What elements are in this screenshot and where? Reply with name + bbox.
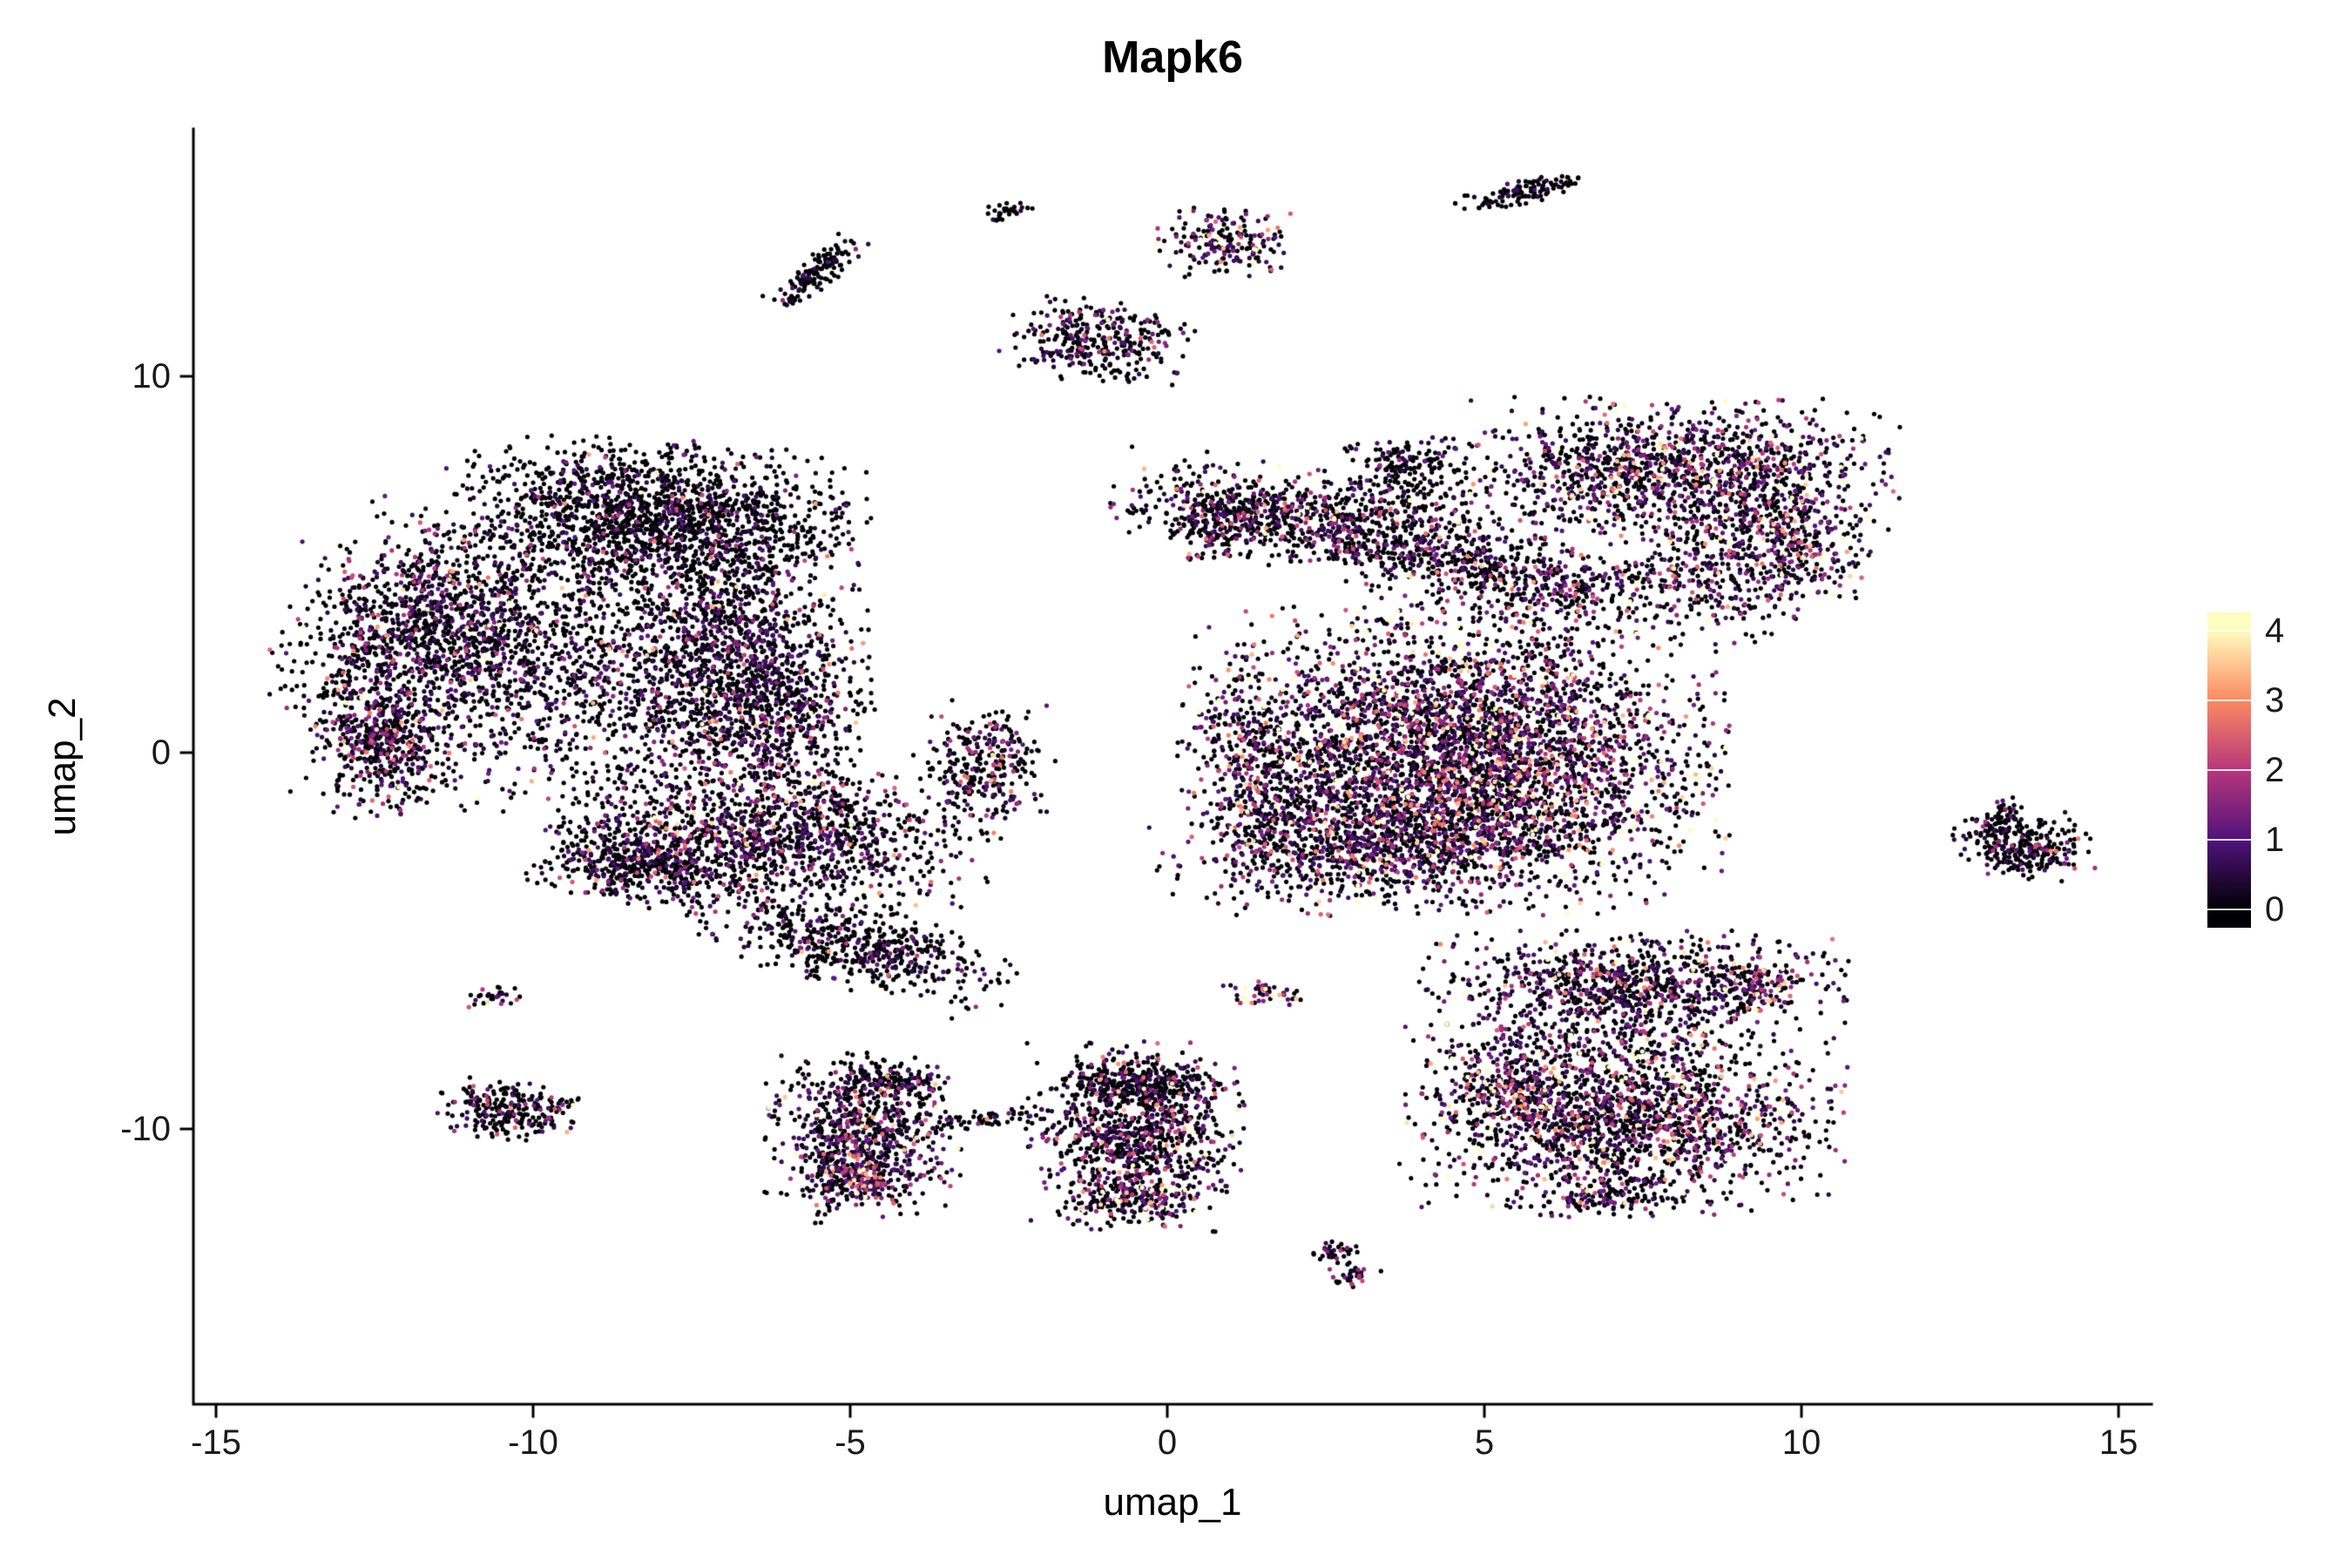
colorbar-label: 4 bbox=[2265, 612, 2285, 650]
y-tick-label: 0 bbox=[151, 733, 171, 772]
y-tick-label: -10 bbox=[120, 1110, 171, 1148]
x-tick-label: 10 bbox=[1781, 1423, 1821, 1462]
colorbar-tick bbox=[2207, 769, 2251, 771]
x-tick-label: -10 bbox=[508, 1423, 558, 1462]
x-tick-label: -15 bbox=[191, 1423, 241, 1462]
x-tick-label: -5 bbox=[835, 1423, 866, 1462]
x-axis-label: umap_1 bbox=[1103, 1481, 1242, 1524]
colorbar-label: 2 bbox=[2265, 751, 2285, 789]
colorbar-tick bbox=[2207, 700, 2251, 701]
colorbar-label: 1 bbox=[2265, 821, 2285, 859]
x-tick-label: 0 bbox=[1157, 1423, 1178, 1462]
colorbar-legend: 0 1 2 3 4 bbox=[2207, 612, 2284, 928]
y-tick-label: 10 bbox=[132, 357, 172, 395]
colorbar-tick bbox=[2207, 839, 2251, 841]
colorbar-label: 0 bbox=[2265, 890, 2285, 929]
colorbar-tick bbox=[2207, 909, 2251, 910]
plot-title: Mapk6 bbox=[1102, 32, 1243, 83]
x-tick-label: 5 bbox=[1474, 1423, 1495, 1462]
colorbar-label: 3 bbox=[2265, 681, 2285, 720]
colorbar-tick bbox=[2207, 630, 2251, 632]
x-tick-label: 15 bbox=[2099, 1423, 2139, 1462]
y-axis-label: umap_2 bbox=[41, 697, 84, 836]
